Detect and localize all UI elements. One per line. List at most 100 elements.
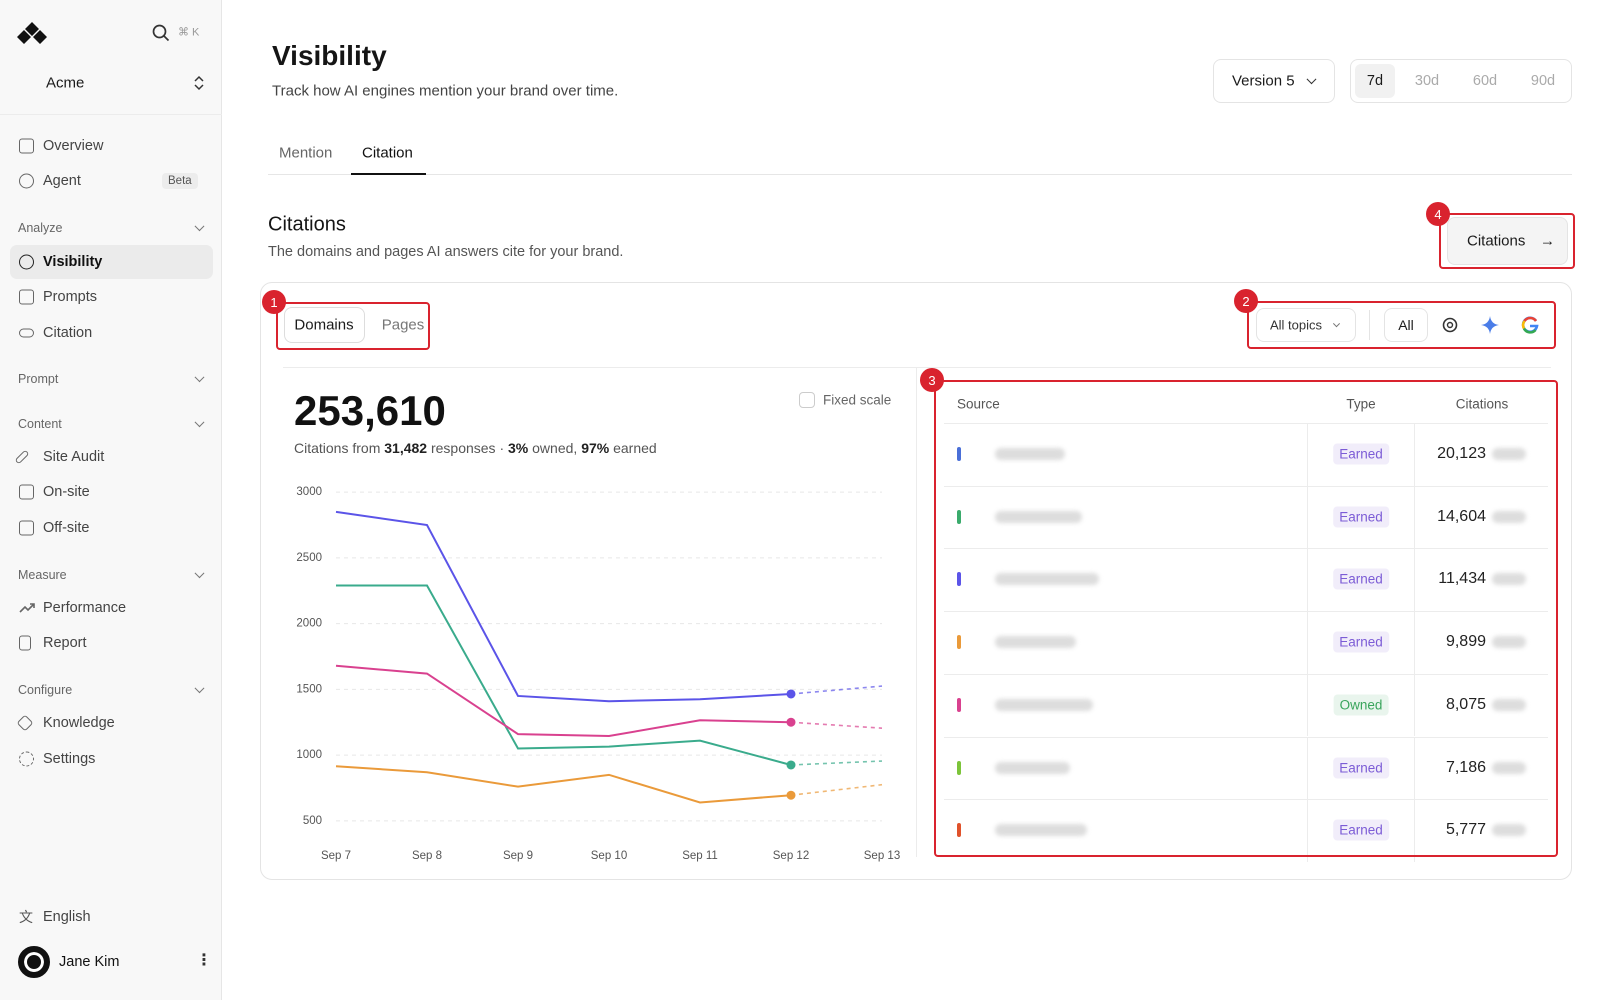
workspace[interactable]: Acme [46, 74, 85, 92]
type-badge: Earned [1333, 631, 1389, 653]
source-color [957, 635, 961, 650]
annotation-badge: 2 [1234, 289, 1258, 313]
range-option[interactable]: 7d [1366, 73, 1384, 89]
nav-item[interactable]: Citation [43, 325, 93, 341]
lang-icon: 文 [19, 909, 33, 925]
col-divider [1307, 673, 1308, 737]
source-color [957, 572, 961, 587]
source-blurred[interactable] [995, 698, 1093, 711]
group-title[interactable]: Configure [18, 683, 73, 697]
share-blurred [1492, 448, 1526, 460]
icon [19, 751, 34, 767]
summary-number: 97% [581, 440, 610, 456]
icon [19, 254, 34, 270]
menu-dots[interactable]: ⋮ [196, 952, 212, 969]
chevron [194, 417, 205, 428]
checkbox[interactable] [799, 392, 815, 408]
nav-item[interactable]: Report [43, 635, 87, 651]
topic-select[interactable] [1256, 308, 1356, 342]
page-subtitle: Track how AI engines mention your brand … [272, 82, 619, 100]
nav-item[interactable]: Visibility [43, 254, 103, 270]
source-color [957, 697, 961, 712]
col-divider [1307, 736, 1308, 800]
icon [14, 449, 30, 465]
nav-item[interactable]: Overview [43, 138, 104, 154]
divider [0, 114, 222, 115]
avatar[interactable] [18, 946, 50, 978]
summary: Citations from 31,482 responses · 3% own… [294, 440, 657, 456]
citation-count: 9,899 [1445, 633, 1486, 651]
tab-underline [351, 173, 426, 175]
group-title[interactable]: Prompt [18, 372, 59, 386]
button-label: Citations [1467, 232, 1526, 250]
source-blurred[interactable] [995, 510, 1082, 523]
icon [19, 603, 35, 613]
column-header: Source [957, 396, 1000, 412]
share-blurred [1492, 573, 1526, 586]
summary-number: 3% [508, 440, 529, 456]
toggle-active[interactable] [284, 307, 365, 343]
nav-item[interactable]: Off-site [43, 520, 90, 536]
summary-text: responses · [427, 440, 509, 456]
share-blurred [1492, 761, 1526, 774]
type-badge: Earned [1333, 568, 1389, 590]
switch-icon [194, 75, 204, 91]
col-divider [1307, 423, 1308, 486]
row-divider [944, 799, 1548, 801]
row-divider [944, 423, 1548, 424]
range-option[interactable]: 30d [1414, 73, 1440, 89]
range-option[interactable]: 90d [1530, 73, 1556, 89]
nav-item[interactable]: Performance [43, 600, 127, 616]
engine-google[interactable] [1521, 316, 1539, 334]
annotation-badge: 3 [920, 368, 944, 392]
source-blurred[interactable] [995, 636, 1076, 649]
chevron [194, 221, 205, 232]
col-divider [1414, 611, 1415, 674]
shortcut: ⌘ K [178, 26, 200, 39]
source-blurred[interactable] [995, 761, 1070, 774]
nav-item[interactable]: Agent [43, 173, 81, 189]
separator [1369, 310, 1370, 340]
icon [19, 635, 31, 651]
topic-label: All topics [1270, 317, 1323, 333]
col-divider [1414, 548, 1415, 612]
source-blurred[interactable] [995, 573, 1099, 586]
col-divider [1307, 485, 1308, 549]
language[interactable]: English [43, 909, 91, 925]
col-divider [1307, 548, 1308, 612]
beta-badge: Beta [162, 173, 198, 189]
citation-count: 7,186 [1445, 758, 1486, 776]
checkbox-label: Fixed scale [823, 392, 892, 408]
user-name[interactable]: Jane Kim [59, 954, 120, 970]
tab[interactable]: Citation [362, 144, 413, 162]
group-title[interactable]: Analyze [18, 221, 63, 235]
nav-item[interactable]: Prompts [43, 289, 97, 305]
share-blurred [1492, 824, 1526, 837]
share-blurred [1492, 510, 1526, 523]
version-select[interactable] [1213, 59, 1335, 103]
icon [16, 714, 34, 732]
range-option[interactable]: 60d [1472, 73, 1498, 89]
group-title[interactable]: Content [18, 417, 62, 431]
nav-item[interactable]: Site Audit [43, 449, 105, 465]
search-icon[interactable] [152, 24, 170, 42]
column-header: Type [1346, 396, 1376, 412]
group-title[interactable]: Measure [18, 568, 67, 582]
share-blurred [1492, 698, 1526, 711]
logo [17, 22, 47, 44]
source-blurred[interactable] [995, 448, 1065, 460]
nav-item[interactable]: Knowledge [43, 715, 115, 731]
toggle-option[interactable]: Pages [381, 316, 425, 334]
engine-gemini[interactable] [1481, 316, 1499, 334]
engine-openai[interactable] [1441, 316, 1459, 334]
nav-item[interactable]: On-site [43, 484, 90, 500]
icon [19, 328, 34, 338]
nav-item[interactable]: Settings [43, 751, 96, 767]
citations-button[interactable] [1447, 217, 1568, 265]
citation-count: 14,604 [1437, 507, 1486, 525]
source-blurred[interactable] [995, 824, 1087, 837]
col-divider [1414, 799, 1415, 862]
type-badge: Earned [1333, 506, 1389, 528]
engine-all[interactable] [1384, 308, 1428, 342]
tab[interactable]: Mention [279, 144, 333, 162]
